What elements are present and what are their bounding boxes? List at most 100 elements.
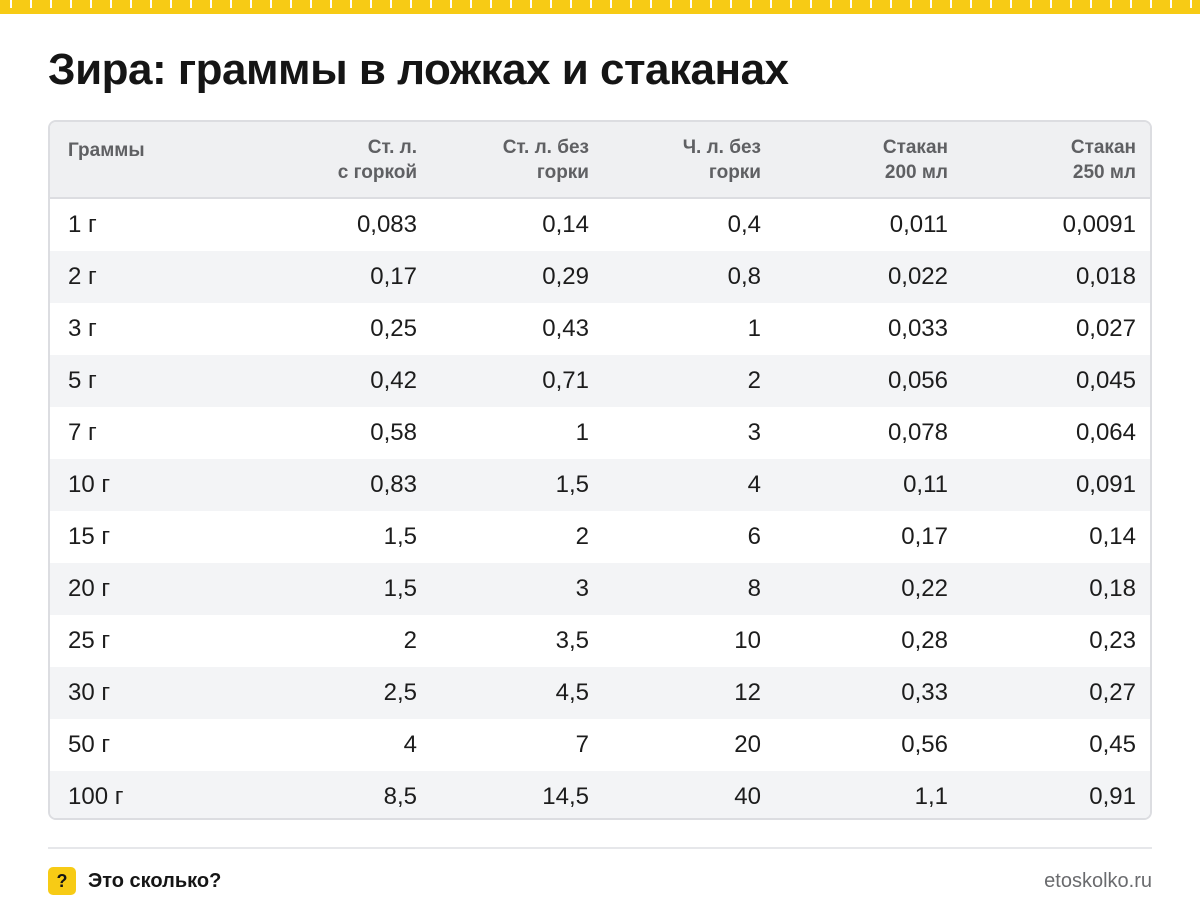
cell-tbsp-level: 1,5 [555, 471, 589, 498]
cell-tbsp-heaped: 0,42 [370, 367, 417, 394]
cell-tsp-level: 6 [747, 523, 761, 550]
cell-tbsp-level: 4,5 [555, 679, 589, 706]
cell-glass-250: 0,18 [1089, 575, 1136, 602]
cell-glass-200: 0,33 [901, 679, 948, 706]
cell-glass-200: 0,056 [887, 367, 948, 394]
table-row: 20 г 1,5 3 8 0,22 0,18 [50, 563, 1150, 615]
table-header-row: Граммы Ст. л. с горкой Ст. л. без горки … [50, 122, 1150, 198]
cell-tbsp-level: 0,29 [542, 263, 589, 290]
header-tbsp-level: Ст. л. без горки [502, 136, 589, 183]
cell-grams: 1 г [68, 211, 97, 238]
cell-glass-250: 0,45 [1089, 731, 1136, 758]
cell-tbsp-level: 3,5 [555, 627, 589, 654]
cell-grams: 5 г [68, 367, 97, 394]
cell-tbsp-level: 0,43 [542, 315, 589, 342]
cell-glass-200: 0,078 [887, 419, 948, 446]
cell-glass-250: 0,91 [1089, 783, 1136, 810]
cell-grams: 15 г [68, 523, 111, 550]
header-grams: Граммы [68, 140, 145, 161]
cell-tsp-level: 20 [734, 731, 761, 758]
cell-grams: 25 г [68, 627, 111, 654]
table-row: 1 г 0,083 0,14 0,4 0,011 0,0091 [50, 198, 1150, 251]
table-row: 10 г 0,83 1,5 4 0,11 0,091 [50, 459, 1150, 511]
cell-tbsp-level: 2 [575, 523, 589, 550]
cell-glass-250: 0,064 [1075, 419, 1136, 446]
cell-tsp-level: 0,8 [727, 263, 761, 290]
header-tsp-level: Ч. л. без горки [682, 136, 761, 183]
header-glass-250: Стакан 250 мл [1070, 136, 1136, 183]
table-row: 25 г 2 3,5 10 0,28 0,23 [50, 615, 1150, 667]
table-row: 5 г 0,42 0,71 2 0,056 0,045 [50, 355, 1150, 407]
table-row: 50 г 4 7 20 0,56 0,45 [50, 719, 1150, 771]
cell-glass-250: 0,091 [1075, 471, 1136, 498]
cell-glass-200: 0,022 [887, 263, 948, 290]
table-row: 15 г 1,5 2 6 0,17 0,14 [50, 511, 1150, 563]
cell-tsp-level: 3 [747, 419, 761, 446]
cell-grams: 30 г [68, 679, 111, 706]
cell-grams: 50 г [68, 731, 111, 758]
table-row: 2 г 0,17 0,29 0,8 0,022 0,018 [50, 251, 1150, 303]
cell-grams: 7 г [68, 419, 97, 446]
cell-tbsp-heaped: 0,83 [370, 471, 417, 498]
cell-glass-250: 0,045 [1075, 367, 1136, 394]
cell-glass-250: 0,23 [1089, 627, 1136, 654]
cell-tbsp-heaped: 2 [403, 627, 417, 654]
page-title: Зира: граммы в ложках и стаканах [48, 45, 789, 94]
table-row: 7 г 0,58 1 3 0,078 0,064 [50, 407, 1150, 459]
cell-tbsp-level: 1 [575, 419, 589, 446]
header-tbsp-heaped: Ст. л. с горкой [337, 136, 417, 183]
cell-grams: 10 г [68, 471, 111, 498]
cell-tbsp-heaped: 8,5 [383, 783, 417, 810]
question-badge-icon: ? [48, 867, 76, 895]
cell-glass-200: 0,22 [901, 575, 948, 602]
cell-glass-200: 0,17 [901, 523, 948, 550]
cell-tsp-level: 12 [734, 679, 761, 706]
conversion-table: Граммы Ст. л. с горкой Ст. л. без горки … [50, 122, 1150, 818]
cell-tsp-level: 0,4 [727, 211, 761, 238]
table-row: 3 г 0,25 0,43 1 0,033 0,027 [50, 303, 1150, 355]
header-glass-200: Стакан 200 мл [882, 136, 948, 183]
table-row: 30 г 2,5 4,5 12 0,33 0,27 [50, 667, 1150, 719]
cell-tbsp-heaped: 2,5 [383, 679, 417, 706]
cell-tbsp-heaped: 0,17 [370, 263, 417, 290]
cell-grams: 100 г [68, 783, 124, 810]
cell-glass-250: 0,27 [1089, 679, 1136, 706]
cell-tbsp-heaped: 4 [403, 731, 417, 758]
cell-glass-250: 0,14 [1089, 523, 1136, 550]
cell-tbsp-level: 0,71 [542, 367, 589, 394]
table-body: 1 г 0,083 0,14 0,4 0,011 0,0091 2 г 0,17 0,29 0,8… [50, 198, 1150, 818]
cell-tbsp-level: 3 [575, 575, 589, 602]
cell-tbsp-heaped: 1,5 [383, 523, 417, 550]
cell-tsp-level: 1 [747, 315, 761, 342]
cell-glass-250: 0,018 [1075, 263, 1136, 290]
cell-tbsp-heaped: 0,25 [370, 315, 417, 342]
cell-tbsp-level: 0,14 [542, 211, 589, 238]
ruler-strip [0, 0, 1200, 14]
cell-grams: 3 г [68, 315, 97, 342]
cell-tsp-level: 4 [747, 471, 761, 498]
cell-glass-250: 0,0091 [1062, 211, 1136, 238]
cell-grams: 2 г [68, 263, 97, 290]
cell-glass-200: 0,033 [887, 315, 948, 342]
cell-glass-200: 0,28 [901, 627, 948, 654]
cell-tsp-level: 2 [747, 367, 761, 394]
cell-tbsp-heaped: 0,58 [370, 419, 417, 446]
cell-tbsp-level: 7 [575, 731, 589, 758]
cell-tsp-level: 8 [747, 575, 761, 602]
cell-tbsp-level: 14,5 [542, 783, 589, 810]
cell-glass-200: 1,1 [914, 783, 948, 810]
footer-site-link[interactable]: etoskolko.ru [1044, 870, 1152, 892]
cell-grams: 20 г [68, 575, 111, 602]
footer-divider [48, 847, 1152, 849]
table-row: 100 г 8,5 14,5 40 1,1 0,91 [50, 771, 1150, 818]
conversion-table-card: Граммы Ст. л. с горкой Ст. л. без горки … [48, 120, 1152, 820]
cell-glass-200: 0,56 [901, 731, 948, 758]
cell-tbsp-heaped: 1,5 [383, 575, 417, 602]
cell-glass-200: 0,11 [903, 471, 948, 498]
footer-brand: Это сколько? [88, 870, 222, 892]
cell-tbsp-heaped: 0,083 [356, 211, 417, 238]
cell-tsp-level: 10 [734, 627, 761, 654]
cell-glass-250: 0,027 [1075, 315, 1136, 342]
cell-tsp-level: 40 [734, 783, 761, 810]
ruler-ticks [0, 0, 1200, 8]
